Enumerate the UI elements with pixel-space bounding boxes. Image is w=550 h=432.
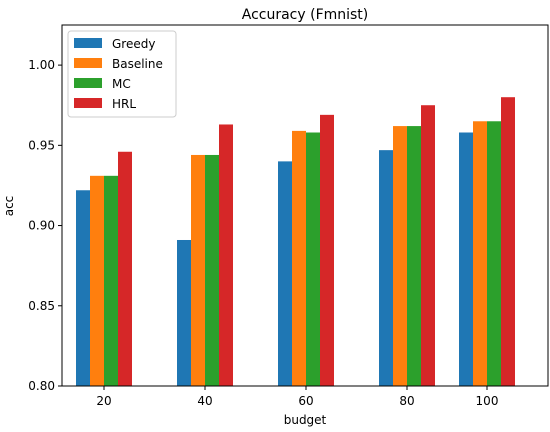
y-tick-label: 1.00 [28,58,55,72]
bar-baseline-80 [393,126,407,386]
legend-swatch-baseline [74,58,102,68]
bar-mc-60 [306,132,320,386]
y-axis-ticks: 0.80 0.85 0.90 0.95 1.00 [28,58,62,393]
legend-box [67,30,177,118]
legend-label-hrl: HRL [112,97,136,111]
bar-greedy-60 [278,161,292,386]
bar-hrl-100 [501,97,515,386]
x-tick-label: 60 [298,394,313,408]
x-axis-label: budget [284,413,327,427]
x-tick-label: 40 [197,394,212,408]
bar-greedy-40 [177,239,191,386]
legend: Greedy Baseline MC HRL [67,30,177,118]
bar-mc-20 [104,175,118,386]
x-tick-label: 20 [96,394,111,408]
y-tick-label: 0.85 [28,299,55,313]
bar-mc-80 [407,126,421,386]
bar-baseline-20 [90,175,104,386]
x-axis-ticks: 20 40 60 80 100 [96,386,498,408]
bar-hrl-20 [118,151,132,386]
bar-baseline-40 [191,154,205,386]
bar-hrl-40 [219,124,233,386]
x-tick-label: 80 [399,394,414,408]
y-tick-label: 0.90 [28,219,55,233]
x-tick-label: 100 [476,394,499,408]
bar-mc-100 [487,121,501,387]
legend-swatch-greedy [74,38,102,48]
chart-title: Accuracy (Fmnist) [242,7,369,23]
legend-swatch-mc [74,78,102,88]
bars-group [76,97,515,387]
bar-baseline-60 [292,130,306,386]
legend-label-baseline: Baseline [112,57,163,71]
y-tick-label: 0.95 [28,138,55,152]
bar-hrl-80 [421,105,435,386]
legend-label-greedy: Greedy [112,37,155,51]
bar-hrl-60 [320,114,334,387]
legend-label-mc: MC [112,77,131,91]
y-tick-label: 0.80 [28,379,55,393]
y-axis-label: acc [2,196,16,217]
bar-baseline-100 [473,121,487,387]
legend-swatch-hrl [74,98,102,108]
bar-greedy-100 [459,132,473,386]
bar-mc-40 [205,154,219,386]
plot-frame [61,24,549,387]
bar-greedy-80 [379,150,393,386]
bar-greedy-20 [76,190,90,386]
